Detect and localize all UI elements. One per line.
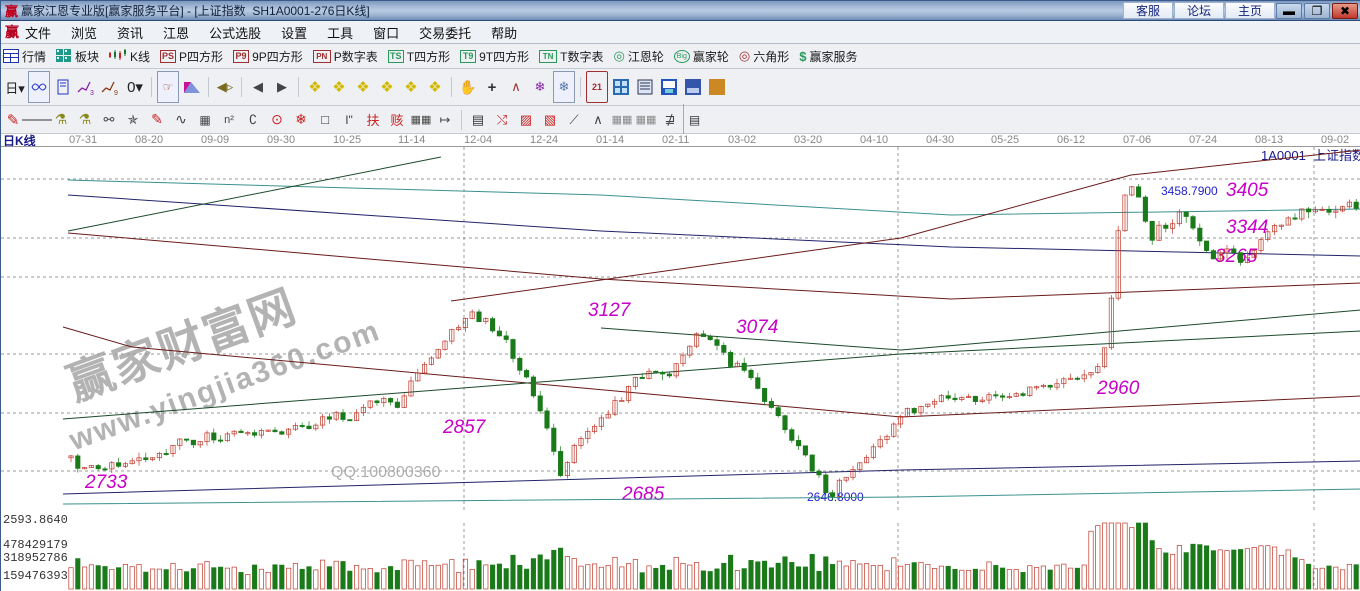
svg-text:3: 3	[90, 90, 94, 95]
svg-text:9: 9	[114, 90, 118, 95]
